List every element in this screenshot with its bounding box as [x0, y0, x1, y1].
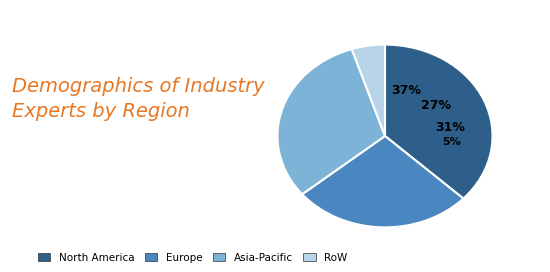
Wedge shape — [278, 49, 385, 194]
Wedge shape — [352, 45, 385, 136]
Wedge shape — [302, 136, 464, 227]
Text: 27%: 27% — [421, 99, 452, 112]
Text: 5%: 5% — [442, 137, 460, 147]
Text: Demographics of Industry
Experts by Region: Demographics of Industry Experts by Regi… — [12, 77, 265, 120]
Text: 37%: 37% — [391, 84, 421, 97]
Legend: North America, Europe, Asia-Pacific, RoW: North America, Europe, Asia-Pacific, RoW — [34, 248, 351, 267]
Text: 31%: 31% — [436, 121, 465, 134]
Wedge shape — [385, 45, 492, 199]
